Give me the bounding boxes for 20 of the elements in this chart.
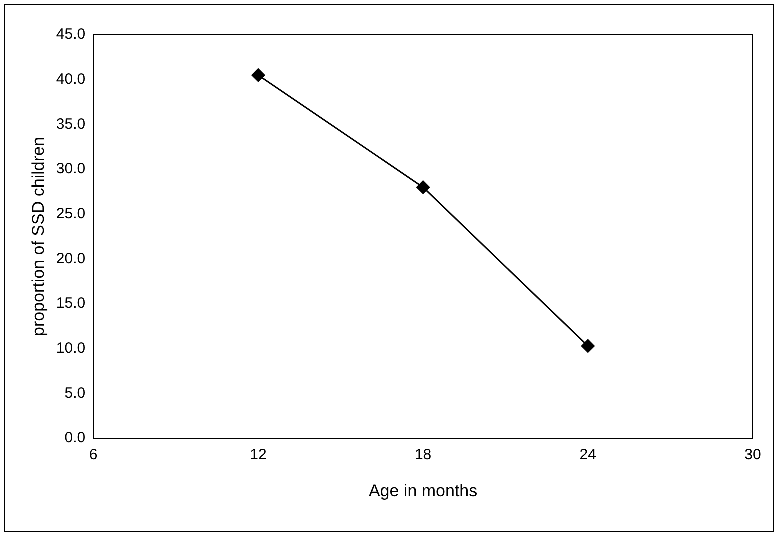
x-axis-title: Age in months [368, 481, 478, 500]
point [581, 339, 595, 353]
y-tick-label: 5.0 [64, 384, 86, 402]
y-tick-label: 10.0 [56, 340, 86, 358]
x-tick-label: 18 [414, 446, 432, 464]
point [252, 68, 266, 82]
point [416, 180, 430, 194]
y-tick-label: 35.0 [56, 116, 86, 133]
x-tick-label: 24 [580, 446, 596, 464]
y-tick-label: 25.0 [56, 206, 86, 223]
x-tick-label: 12 [250, 446, 267, 464]
y-tick-label: 40.0 [56, 70, 86, 88]
y-tick-label: 30.0 [56, 160, 86, 178]
y-tick-label: 0.0 [64, 430, 86, 447]
y-tick-label: 45.0 [56, 26, 86, 44]
y-tick-label: 20.0 [56, 250, 86, 268]
x-tick-label: 30 [744, 446, 762, 464]
y-axis-title: proportion of SSD children [28, 137, 48, 336]
y-tick-label: 15.0 [56, 295, 86, 312]
x-tick-label: 6 [89, 446, 98, 464]
